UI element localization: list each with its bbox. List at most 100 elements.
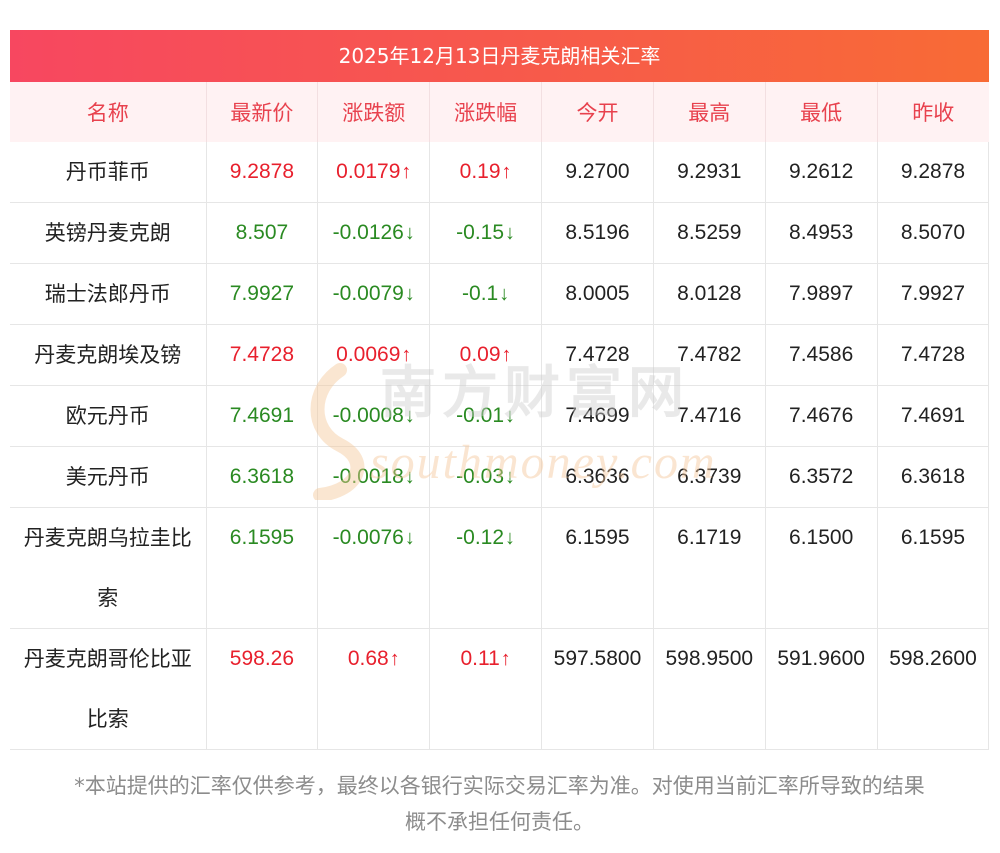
prev-close-value: 6.1595 <box>900 526 966 549</box>
prev-close-value: 8.5070 <box>900 221 966 244</box>
open-price-value: 597.5800 <box>553 647 642 670</box>
header-change-pct: 涨跌幅 <box>429 82 543 142</box>
latest-price: 6.3618 <box>206 446 319 508</box>
latest-price: 7.9927 <box>206 263 319 325</box>
open-price: 8.0005 <box>541 263 654 325</box>
latest-price-value: 598.26 <box>229 647 295 670</box>
currency-pair-name: 丹币菲币 <box>10 142 207 203</box>
prev-close-value: 598.2600 <box>889 647 977 670</box>
latest-price-value: 8.507 <box>235 221 289 244</box>
open-price: 7.4728 <box>541 324 654 386</box>
table-row[interactable]: 欧元丹币 7.4691 -0.0008↓ -0.01↓ 7.4699 7.4716 7.46… <box>10 385 990 447</box>
table-body: 丹币菲币 9.2878 0.0179↑ 0.19↑ 9.2700 9.2931 9.2612… <box>10 142 990 750</box>
currency-pair-name: 丹麦克朗哥伦比亚 比索 <box>10 628 207 750</box>
open-price: 6.1595 <box>541 507 654 629</box>
table-header-row: 名称 最新价 涨跌额 涨跌幅 今开 最高 最低 昨收 <box>10 82 989 142</box>
low-price: 591.9600 <box>765 628 878 750</box>
low-price: 6.3572 <box>765 446 878 508</box>
change-amount-value: -0.0126 <box>332 221 404 244</box>
arrow-down-icon: ↓ <box>404 222 415 244</box>
currency-pair-name-line: 丹麦克朗哥伦比亚 <box>23 647 192 671</box>
table-row[interactable]: 英镑丹麦克朗 8.507 -0.0126↓ -0.15↓ 8.5196 8.5259 8.4… <box>10 202 990 264</box>
change-percent-value: -0.15 <box>456 221 505 244</box>
open-price-value: 9.2700 <box>565 160 630 183</box>
change-percent-value: 0.11 <box>460 647 500 670</box>
latest-price-value: 7.9927 <box>229 282 295 305</box>
high-price-value: 8.0128 <box>677 282 742 305</box>
high-price-value: 8.5259 <box>677 221 742 244</box>
change-percent-value: -0.03 <box>456 465 505 488</box>
high-price-value: 598.9500 <box>665 647 754 670</box>
low-price: 7.4586 <box>765 324 878 386</box>
currency-pair-name: 丹麦克朗埃及镑 <box>10 324 207 386</box>
header-change: 涨跌额 <box>317 82 431 142</box>
currency-pair-name-line: 比索 <box>86 707 129 731</box>
prev-close: 6.3618 <box>877 446 990 508</box>
prev-close: 9.2878 <box>877 142 990 203</box>
latest-price: 6.1595 <box>206 507 319 629</box>
high-price: 6.1719 <box>653 507 766 629</box>
low-price-value: 9.2612 <box>789 160 854 183</box>
currency-pair-name-line: 丹麦克朗乌拉圭比 <box>23 526 192 550</box>
arrow-up-icon: ↑ <box>501 161 512 183</box>
arrow-down-icon: ↓ <box>499 283 510 305</box>
change-percent-value: -0.12 <box>456 526 505 549</box>
table-row[interactable]: 丹麦克朗哥伦比亚 比索 598.26 0.68↑ 0.11↑ 597.5800 598.95… <box>10 628 990 750</box>
change-amount: -0.0126↓ <box>317 202 431 264</box>
latest-price: 9.2878 <box>206 142 319 203</box>
prev-close: 8.5070 <box>877 202 990 264</box>
open-price-value: 8.0005 <box>565 282 630 305</box>
high-price: 6.3739 <box>653 446 766 508</box>
currency-pair-name-line: 索 <box>97 586 119 610</box>
disclaimer: *本站提供的汇率仅供参考，最终以各银行实际交易汇率为准。对使用当前汇率所导致的结… <box>10 768 989 840</box>
change-amount-value: -0.0079 <box>332 282 404 305</box>
change-percent-value: -0.01 <box>456 404 505 427</box>
prev-close: 7.4691 <box>877 385 990 447</box>
currency-pair-name: 英镑丹麦克朗 <box>10 202 207 264</box>
arrow-down-icon: ↓ <box>404 283 415 305</box>
prev-close: 7.4728 <box>877 324 990 386</box>
change-amount: 0.68↑ <box>317 628 431 750</box>
change-percent-value: -0.1 <box>462 282 499 305</box>
arrow-down-icon: ↓ <box>505 222 516 244</box>
high-price: 7.4782 <box>653 324 766 386</box>
table-row[interactable]: 美元丹币 6.3618 -0.0018↓ -0.03↓ 6.3636 6.3739 6.35… <box>10 446 990 508</box>
table-row[interactable]: 瑞士法郎丹币 7.9927 -0.0079↓ -0.1↓ 8.0005 8.0128 7.9… <box>10 263 990 325</box>
disclaimer-line: 概不承担任何责任。 <box>405 810 594 834</box>
change-percent-value: 0.09 <box>459 343 501 366</box>
change-amount-value: -0.0008 <box>332 404 404 427</box>
prev-close: 598.2600 <box>877 628 990 750</box>
change-amount: 0.0069↑ <box>317 324 431 386</box>
latest-price-value: 7.4691 <box>229 404 295 427</box>
table-row[interactable]: 丹麦克朗埃及镑 7.4728 0.0069↑ 0.09↑ 7.4728 7.4782 7.4… <box>10 324 990 386</box>
currency-pair-name: 美元丹币 <box>10 446 207 508</box>
low-price-value: 7.9897 <box>789 282 854 305</box>
prev-close-value: 7.9927 <box>900 282 966 305</box>
open-price: 597.5800 <box>541 628 654 750</box>
open-price: 9.2700 <box>541 142 654 203</box>
table-row[interactable]: 丹麦克朗乌拉圭比索 6.1595 -0.0076 ↓ -0.12↓ 6.1595 6.171… <box>10 507 990 629</box>
arrow-down-icon: ↓ <box>505 527 516 549</box>
change-amount: 0.0179↑ <box>317 142 431 203</box>
table-row[interactable]: 丹币菲币 9.2878 0.0179↑ 0.19↑ 9.2700 9.2931 9.2612… <box>10 142 990 203</box>
prev-close-value: 6.3618 <box>900 465 966 488</box>
change-amount: -0.0079↓ <box>317 263 431 325</box>
change-amount-value: -0.0076 <box>332 526 404 549</box>
high-price-value: 7.4782 <box>677 343 742 366</box>
change-percent: -0.12↓ <box>429 507 543 629</box>
prev-close: 7.9927 <box>877 263 990 325</box>
arrow-up-icon: ↑ <box>401 344 412 366</box>
open-price-value: 7.4728 <box>565 343 630 366</box>
arrow-up-icon: ↑ <box>401 161 412 183</box>
open-price: 7.4699 <box>541 385 654 447</box>
arrow-up-icon: ↑ <box>501 344 512 366</box>
open-price-value: 6.1595 <box>565 526 630 549</box>
prev-close-value: 7.4691 <box>900 404 966 427</box>
header-prev-close: 昨收 <box>877 82 989 142</box>
currency-pair-name: 欧元丹币 <box>10 385 207 447</box>
open-price: 6.3636 <box>541 446 654 508</box>
latest-price-value: 6.3618 <box>229 465 295 488</box>
low-price-value: 6.1500 <box>789 526 854 549</box>
latest-price: 7.4728 <box>206 324 319 386</box>
latest-price-value: 6.1595 <box>229 526 295 549</box>
